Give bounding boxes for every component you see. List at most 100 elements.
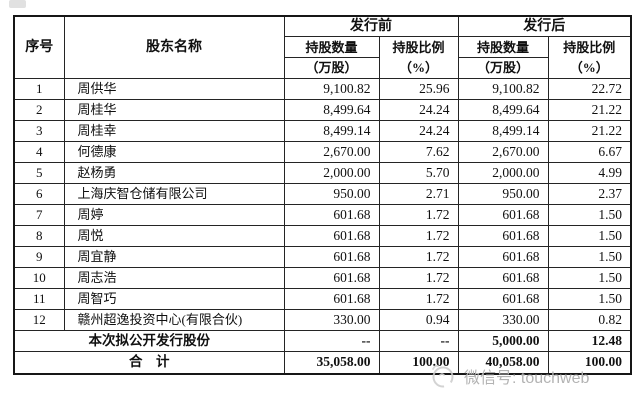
- cell-qty-post: 601.68: [457, 246, 549, 268]
- cell-pct-pre: 1.72: [378, 204, 459, 226]
- table-row: 12 赣州超逸投资中心(有限合伙) 330.00 0.94 330.00 0.8…: [13, 309, 632, 331]
- cell-shareholder: 何德康: [63, 141, 285, 163]
- cell-qty-pre: 601.68: [283, 225, 380, 247]
- cell-qty-post: 8,499.14: [457, 120, 549, 142]
- cell-serial: 11: [13, 288, 65, 310]
- cell-pct-pre: 5.70: [378, 162, 459, 184]
- header-pct-pre: 持股比例 （%）: [378, 36, 459, 79]
- cell-shareholder: 周桂华: [63, 99, 285, 121]
- cell-pct-pre: 25.96: [378, 78, 459, 100]
- cell-pct-post: 1.50: [547, 246, 632, 268]
- cell-qty-post: 2,000.00: [457, 162, 549, 184]
- cell-pct-post: 2.37: [547, 183, 632, 205]
- cell-shareholder: 周宜静: [63, 246, 285, 268]
- total-label: 合 计: [13, 351, 285, 374]
- header-qty-post: 持股数量 （万股）: [457, 36, 549, 79]
- cell-qty-post: 9,100.82: [457, 78, 549, 100]
- header-qty-post-label: 持股数量: [459, 38, 547, 58]
- cell-qty-pre: 601.68: [283, 267, 380, 289]
- cell-shareholder: 周供华: [63, 78, 285, 100]
- header-group-post-issue: 发行后: [457, 15, 632, 37]
- total-qty-pre: 35,058.00: [283, 351, 380, 374]
- cell-pct-post: 1.50: [547, 267, 632, 289]
- cell-serial: 2: [13, 99, 65, 121]
- cell-pct-pre: 1.72: [378, 288, 459, 310]
- cell-pct-pre: 24.24: [378, 120, 459, 142]
- scan-artifact: [9, 0, 26, 8]
- cell-qty-post: 601.68: [457, 267, 549, 289]
- cell-pct-post: 6.67: [547, 141, 632, 163]
- cell-shareholder: 周智巧: [63, 288, 285, 310]
- table-row: 11 周智巧 601.68 1.72 601.68 1.50: [13, 288, 632, 310]
- cell-serial: 5: [13, 162, 65, 184]
- cell-shareholder: 赵杨勇: [63, 162, 285, 184]
- offering-qty-post: 5,000.00: [457, 330, 549, 352]
- table-row: 8 周悦 601.68 1.72 601.68 1.50: [13, 225, 632, 247]
- cell-pct-post: 21.22: [547, 99, 632, 121]
- header-group-pre-issue: 发行前: [283, 15, 459, 37]
- cell-qty-pre: 9,100.82: [283, 78, 380, 100]
- table-row: 2 周桂华 8,499.64 24.24 8,499.64 21.22: [13, 99, 632, 121]
- cell-qty-post: 330.00: [457, 309, 549, 331]
- table-row: 3 周桂幸 8,499.14 24.24 8,499.14 21.22: [13, 120, 632, 142]
- header-pct-post-label: 持股比例: [563, 40, 616, 55]
- cell-serial: 6: [13, 183, 65, 205]
- header-pct-post-unit: （%）: [569, 60, 609, 75]
- table-row: 1 周供华 9,100.82 25.96 9,100.82 22.72: [13, 78, 632, 100]
- header-qty-pre: 持股数量 （万股）: [283, 36, 380, 79]
- cell-serial: 12: [13, 309, 65, 331]
- cell-shareholder: 上海庆智仓储有限公司: [63, 183, 285, 205]
- header-qty-post-unit: （万股）: [476, 60, 529, 75]
- offering-pct-pre: --: [378, 330, 459, 352]
- cell-serial: 7: [13, 204, 65, 226]
- cell-serial: 4: [13, 141, 65, 163]
- cell-shareholder: 周桂幸: [63, 120, 285, 142]
- table-row: 10 周志浩 601.68 1.72 601.68 1.50: [13, 267, 632, 289]
- cell-pct-pre: 0.94: [378, 309, 459, 331]
- header-pct-pre-unit: （%）: [398, 60, 438, 75]
- cell-shareholder: 周志浩: [63, 267, 285, 289]
- table-header: 序号 股东名称 发行前 发行后 持股数量 （万股） 持股比例 （%） 持股数量 …: [13, 15, 632, 79]
- cell-pct-post: 0.82: [547, 309, 632, 331]
- cell-pct-pre: 7.62: [378, 141, 459, 163]
- cell-qty-post: 601.68: [457, 288, 549, 310]
- cell-pct-post: 1.50: [547, 225, 632, 247]
- cell-qty-post: 601.68: [457, 204, 549, 226]
- total-row: 合 计 35,058.00 100.00 40,058.00 100.00: [13, 351, 632, 374]
- cell-qty-post: 601.68: [457, 225, 549, 247]
- header-pct-pre-label: 持股比例: [392, 40, 445, 55]
- cell-qty-post: 2,670.00: [457, 141, 549, 163]
- offering-row: 本次拟公开发行股份 -- -- 5,000.00 12.48: [13, 330, 632, 352]
- offering-pct-post: 12.48: [547, 330, 632, 352]
- cell-qty-pre: 8,499.64: [283, 99, 380, 121]
- table-row: 7 周婷 601.68 1.72 601.68 1.50: [13, 204, 632, 226]
- wechat-logo-icon: [432, 364, 454, 388]
- cell-pct-pre: 1.72: [378, 225, 459, 247]
- offering-label: 本次拟公开发行股份: [13, 330, 285, 352]
- cell-pct-pre: 2.71: [378, 183, 459, 205]
- cell-pct-post: 4.99: [547, 162, 632, 184]
- cell-pct-post: 1.50: [547, 204, 632, 226]
- cell-shareholder: 赣州超逸投资中心(有限合伙): [63, 309, 285, 331]
- header-qty-pre-label: 持股数量: [285, 38, 378, 58]
- cell-qty-pre: 2,670.00: [283, 141, 380, 163]
- cell-pct-post: 1.50: [547, 288, 632, 310]
- cell-serial: 8: [13, 225, 65, 247]
- cell-pct-pre: 24.24: [378, 99, 459, 121]
- cell-pct-pre: 1.72: [378, 267, 459, 289]
- shareholder-table: 序号 股东名称 发行前 发行后 持股数量 （万股） 持股比例 （%） 持股数量 …: [13, 15, 632, 375]
- cell-qty-post: 8,499.64: [457, 99, 549, 121]
- header-shareholder-name: 股东名称: [63, 15, 285, 79]
- table-body: 1 周供华 9,100.82 25.96 9,100.82 22.72 2 周桂…: [13, 78, 632, 374]
- watermark: 微信号: touchweb: [429, 361, 634, 391]
- offering-qty-pre: --: [283, 330, 380, 352]
- table-row: 9 周宜静 601.68 1.72 601.68 1.50: [13, 246, 632, 268]
- cell-serial: 3: [13, 120, 65, 142]
- table-row: 4 何德康 2,670.00 7.62 2,670.00 6.67: [13, 141, 632, 163]
- cell-qty-pre: 950.00: [283, 183, 380, 205]
- header-serial: 序号: [13, 15, 65, 79]
- table-row: 6 上海庆智仓储有限公司 950.00 2.71 950.00 2.37: [13, 183, 632, 205]
- cell-qty-post: 950.00: [457, 183, 549, 205]
- total-qty-post: 40,058.00: [457, 351, 549, 374]
